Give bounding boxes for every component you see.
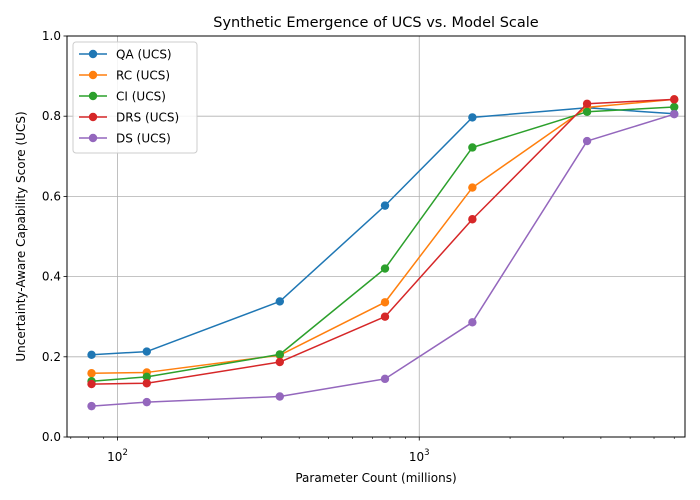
data-point xyxy=(468,215,477,224)
series-2 xyxy=(87,102,679,386)
plot-area-frame xyxy=(66,35,686,438)
data-point xyxy=(380,312,390,321)
data-point xyxy=(142,379,151,388)
data-point xyxy=(582,99,592,108)
x-axis: 102 103 xyxy=(70,437,675,464)
data-point xyxy=(380,201,390,210)
data-point xyxy=(275,357,285,367)
legend-label: DS (UCS) xyxy=(116,132,171,146)
legend-item: QA (UCS) xyxy=(79,48,172,62)
legend-marker xyxy=(88,112,98,122)
data-point xyxy=(468,113,477,122)
data-point xyxy=(670,95,679,104)
data-point xyxy=(142,347,151,356)
legend-item: RC (UCS) xyxy=(79,69,170,83)
data-point xyxy=(468,318,477,327)
legend-label: QA (UCS) xyxy=(116,48,172,62)
chart-title: Synthetic Emergence of UCS vs. Model Sca… xyxy=(213,15,539,31)
data-point xyxy=(670,109,679,119)
legend-item: DS (UCS) xyxy=(79,132,171,146)
y-tick-label: 0.6 xyxy=(42,189,61,203)
data-point xyxy=(142,372,151,382)
legend-item: CI (UCS) xyxy=(79,90,166,104)
legend-marker xyxy=(88,133,98,143)
legend-marker xyxy=(88,91,98,101)
y-tick-label: 0.4 xyxy=(42,270,61,284)
legend-label: RC (UCS) xyxy=(116,69,170,83)
data-point xyxy=(468,183,477,192)
legend: QA (UCS) RC (UCS) CI (UCS) DRS (UCS) DS (UCS… xyxy=(72,41,198,154)
x-axis-label: Parameter Count (millions) xyxy=(295,471,456,485)
y-tick-label: 0.2 xyxy=(42,350,61,364)
x-tick-label: 102 xyxy=(107,448,128,464)
data-point xyxy=(87,350,96,359)
y-tick-label: 1.0 xyxy=(42,29,61,43)
data-point xyxy=(582,136,592,146)
data-point xyxy=(87,369,96,378)
data-point xyxy=(380,298,390,307)
legend-marker xyxy=(88,70,98,80)
x-tick-label: 103 xyxy=(409,448,430,464)
data-point xyxy=(468,143,477,152)
legend-item: DRS (UCS) xyxy=(79,111,179,125)
data-point xyxy=(275,392,285,401)
data-point xyxy=(275,297,285,306)
data-point xyxy=(380,374,390,384)
series-group xyxy=(87,95,679,411)
y-axis: 0.0 0.2 0.4 0.6 0.8 1.0 xyxy=(42,29,67,444)
series-line xyxy=(91,113,675,407)
data-point xyxy=(670,102,679,112)
legend-frame xyxy=(72,41,198,154)
y-tick-label: 0.0 xyxy=(42,430,61,444)
data-point xyxy=(87,401,96,411)
data-point xyxy=(87,379,96,389)
data-point xyxy=(582,107,592,116)
series-4 xyxy=(87,109,679,411)
y-axis-label: Uncertainty-Aware Capability Score (UCS) xyxy=(14,111,28,361)
data-point xyxy=(275,350,285,359)
legend-label: DRS (UCS) xyxy=(116,111,179,125)
data-point xyxy=(380,264,390,273)
legend-marker xyxy=(88,49,98,59)
series-3 xyxy=(87,95,679,389)
legend-label: CI (UCS) xyxy=(116,90,166,104)
y-tick-label: 0.8 xyxy=(42,109,61,123)
data-point xyxy=(142,397,151,407)
